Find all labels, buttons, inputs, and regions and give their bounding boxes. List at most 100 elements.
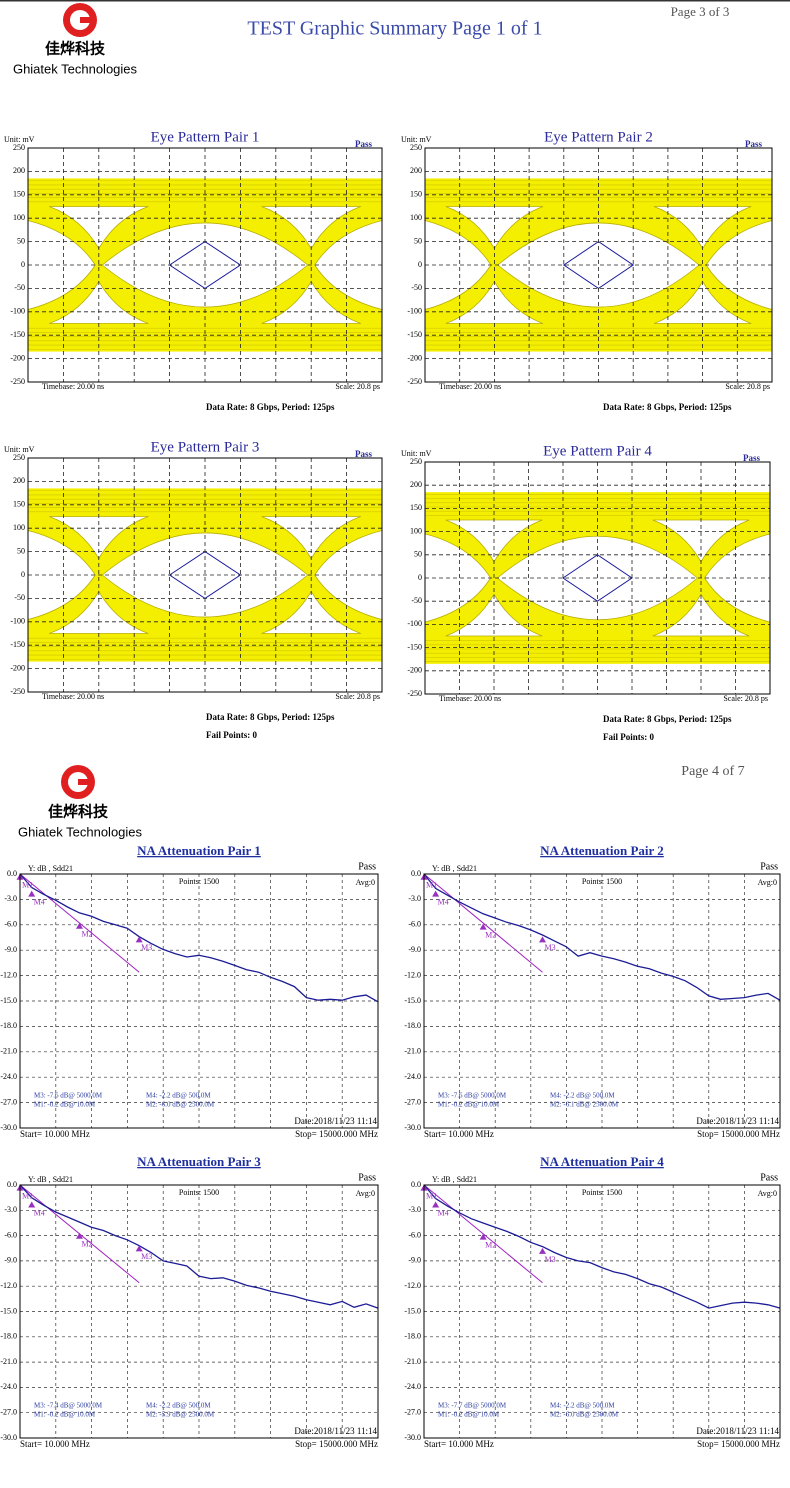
marker-readout: M2: -6.1 dB@ 2500.0M xyxy=(550,1101,619,1109)
eye-opening xyxy=(704,533,771,623)
points-label: Points: 1500 xyxy=(179,1188,219,1197)
avg-label: Avg:0 xyxy=(758,1189,777,1198)
marker-label: M2 xyxy=(485,930,496,939)
y-axis-label: Y: dB , Sdd21 xyxy=(28,1175,73,1184)
marker xyxy=(432,890,440,897)
logo xyxy=(61,765,95,799)
status: Pass xyxy=(355,139,373,149)
y-tick-label: -27.0 xyxy=(404,1408,421,1417)
y-tick-label: -21.0 xyxy=(0,1047,17,1056)
y-tick-label: -50 xyxy=(411,283,422,292)
y-tick-label: -9.0 xyxy=(4,945,17,954)
start-label: Start= 10.000 MHz xyxy=(20,1129,90,1139)
status: Pass xyxy=(745,139,763,149)
y-tick-label: -15.0 xyxy=(0,996,17,1005)
y-tick-label: -9.0 xyxy=(408,945,421,954)
marker-readout: M1: -0.2 dB@ 10.0M xyxy=(34,1411,96,1419)
data-rate: Data Rate: 8 Gbps, Period: 125ps xyxy=(603,402,732,412)
data-rate: Data Rate: 8 Gbps, Period: 125ps xyxy=(603,714,732,724)
marker xyxy=(539,936,547,943)
plot-border xyxy=(27,147,383,383)
y-tick-label: 150 xyxy=(13,190,25,199)
marker-label: M4 xyxy=(438,1208,449,1217)
chart-title: Eye Pattern Pair 1 xyxy=(151,129,260,145)
y-tick-label: -15.0 xyxy=(0,1306,17,1315)
chart-title: Eye Pattern Pair 3 xyxy=(151,439,260,455)
y-tick-label: -6.0 xyxy=(408,1230,421,1239)
marker-label: M3 xyxy=(545,1255,556,1264)
y-tick-label: -18.0 xyxy=(0,1021,17,1030)
fail-points: Fail Points: 0 xyxy=(603,732,654,742)
eye-opening xyxy=(27,219,96,311)
points-label: Points: 1500 xyxy=(179,877,219,886)
date-label: Date:2018/11/23 11:14 xyxy=(696,1426,779,1436)
attenuation-trace xyxy=(19,873,379,1003)
eye-opening xyxy=(445,593,543,637)
chart-title: NA Attenuation Pair 3 xyxy=(137,1154,261,1169)
y-tick-label: -100 xyxy=(407,307,422,316)
logo-bar xyxy=(80,17,92,23)
stop-label: Stop= 15000.000 MHz xyxy=(697,1439,780,1449)
marker-label: M2 xyxy=(81,930,92,939)
stop-label: Stop= 15000.000 MHz xyxy=(697,1129,780,1139)
y-axis-label: Y: dB , Sdd21 xyxy=(432,864,477,873)
marker-readout: M4: -2.2 dB@ 500.0M xyxy=(550,1402,615,1410)
y-tick-label: -30.0 xyxy=(0,1433,17,1442)
y-tick-label: 0.0 xyxy=(7,1180,17,1189)
unit-label: Unit: mV xyxy=(401,449,432,458)
y-tick-label: -18.0 xyxy=(0,1332,17,1341)
marker xyxy=(432,1201,440,1208)
y-tick-label: 150 xyxy=(410,503,422,512)
y-tick-label: -21.0 xyxy=(0,1357,17,1366)
page-number: Page 4 of 7 xyxy=(681,764,744,779)
unit-label: Unit: mV xyxy=(401,135,432,144)
scale: Scale: 20.8 ps xyxy=(335,692,380,701)
y-tick-label: 100 xyxy=(410,213,422,222)
points-label: Points: 1500 xyxy=(582,1188,622,1197)
y-tick-label: -9.0 xyxy=(408,1256,421,1265)
na-chart: 0.0 -3.0 -6.0 -9.0 -12.0 -15.0 -18.0 -21.0 -24.0… xyxy=(0,1154,379,1449)
y-tick-label: 0 xyxy=(21,570,25,579)
y-tick-label: -200 xyxy=(10,353,25,362)
eye-opening xyxy=(314,219,383,311)
y-tick-label: 0 xyxy=(418,260,422,269)
chart-title: Eye Pattern Pair 4 xyxy=(543,443,652,459)
y-tick-label: -18.0 xyxy=(404,1332,421,1341)
marker-label: M1 xyxy=(426,1192,437,1201)
y-tick-label: -24.0 xyxy=(0,1072,17,1081)
plot-border xyxy=(423,873,781,1129)
page-number: Page 3 of 3 xyxy=(671,4,730,19)
scale: Scale: 20.8 ps xyxy=(335,382,380,391)
na-chart: 0.0 -3.0 -6.0 -9.0 -12.0 -15.0 -18.0 -21.0 -24.0… xyxy=(0,843,379,1139)
marker-label: M4 xyxy=(34,1208,45,1217)
y-axis-label: Y: dB , Sdd21 xyxy=(432,1175,477,1184)
marker xyxy=(539,1247,547,1254)
y-tick-label: -30.0 xyxy=(404,1123,421,1132)
y-tick-label: -24.0 xyxy=(0,1382,17,1391)
y-tick-label: -100 xyxy=(10,617,25,626)
avg-label: Avg:0 xyxy=(758,878,777,887)
attenuation-trace xyxy=(423,1184,781,1309)
y-tick-label: -200 xyxy=(407,666,422,675)
points-label: Points: 1500 xyxy=(582,877,622,886)
plot-border xyxy=(424,147,773,383)
y-tick-label: -27.0 xyxy=(0,1097,17,1106)
y-tick-label: -21.0 xyxy=(404,1047,421,1056)
company-en: Ghiatek Technologies xyxy=(18,824,143,839)
y-tick-label: -200 xyxy=(10,663,25,672)
marker-readout: M3: -7.7 dB@ 5000.0M xyxy=(438,1402,507,1410)
marker-readout: M2: -6.0 dB@ 2500.0M xyxy=(550,1411,619,1419)
fail-points: Fail Points: 0 xyxy=(206,730,257,740)
y-tick-label: -150 xyxy=(10,330,25,339)
y-tick-label: -12.0 xyxy=(0,1281,17,1290)
y-tick-label: -30.0 xyxy=(404,1433,421,1442)
y-tick-label: -100 xyxy=(407,619,422,628)
eye-chart: 250 200 150 100 50 0 -50 -100 -150 -200 -250 Eye Pa… xyxy=(401,129,773,412)
y-tick-label: -6.0 xyxy=(4,1230,17,1239)
status: Pass xyxy=(760,861,778,872)
y-tick-label: -6.0 xyxy=(408,920,421,929)
timebase: Timebase: 20.00 ns xyxy=(439,694,501,703)
marker xyxy=(479,923,487,930)
marker-label: M2 xyxy=(81,1240,92,1249)
